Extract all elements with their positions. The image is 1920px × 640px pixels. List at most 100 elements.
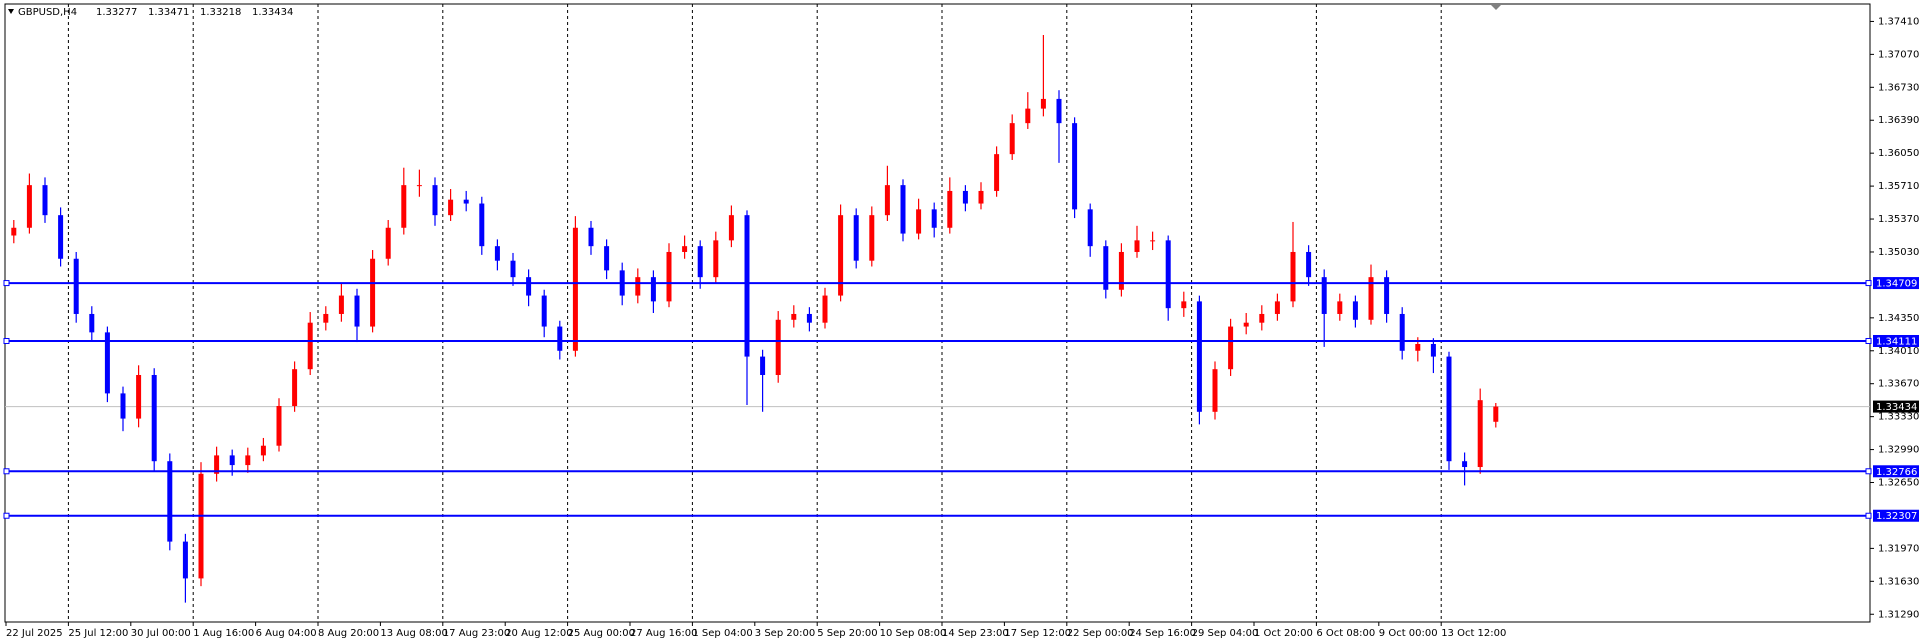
candle-body — [806, 313, 812, 323]
candle-body — [42, 185, 48, 216]
level-handle — [1865, 280, 1872, 287]
y-tick-label: 1.36390 — [1878, 115, 1919, 126]
candle-body — [1118, 251, 1124, 290]
candle-body — [448, 199, 454, 216]
y-tick-label: 1.34350 — [1878, 313, 1919, 324]
candle-body — [900, 185, 906, 234]
candle-body — [1181, 301, 1187, 309]
level-handle — [1865, 337, 1872, 344]
header-icon — [8, 9, 14, 14]
candle-body — [1493, 406, 1499, 422]
level-handle — [3, 280, 10, 287]
candle-body — [947, 190, 953, 228]
x-tick-label: 24 Sep 16:00 — [1129, 628, 1196, 639]
candle-body — [229, 455, 235, 466]
x-tick-label: 1 Oct 20:00 — [1254, 628, 1313, 639]
candle-body — [1415, 343, 1421, 351]
candle-body — [650, 277, 656, 302]
candle-body — [962, 190, 968, 204]
candle-body — [1337, 301, 1343, 314]
y-tick-label: 1.31630 — [1878, 576, 1919, 587]
y-tick-label: 1.37410 — [1878, 16, 1919, 27]
x-tick-label: 17 Aug 23:00 — [443, 628, 510, 639]
candle-body — [1196, 301, 1202, 412]
candle-body — [167, 461, 173, 542]
shift-marker — [1491, 5, 1501, 10]
y-tick-label: 1.32990 — [1878, 445, 1919, 456]
candle-body — [1040, 98, 1046, 109]
x-tick-label: 10 Sep 08:00 — [880, 628, 947, 639]
y-tick-label: 1.33330 — [1878, 412, 1919, 423]
x-tick-label: 13 Aug 08:00 — [380, 628, 447, 639]
candle-body — [1290, 251, 1296, 302]
candle-body — [791, 313, 797, 320]
current-price-label: 1.33434 — [1876, 402, 1917, 413]
candle-body — [182, 541, 188, 579]
candle-body — [89, 313, 95, 333]
y-tick-label: 1.35710 — [1878, 181, 1919, 192]
y-tick-label: 1.34010 — [1878, 346, 1919, 357]
level-label: 1.34111 — [1876, 336, 1917, 347]
candle-body — [869, 215, 875, 261]
x-tick-label: 22 Sep 00:00 — [1067, 628, 1134, 639]
candle-body — [416, 185, 422, 187]
candle-body — [245, 455, 251, 466]
header-low: 1.33218 — [200, 7, 241, 18]
header-close: 1.33434 — [252, 7, 293, 18]
x-tick-label: 20 Aug 12:00 — [505, 628, 572, 639]
candle-body — [510, 260, 516, 278]
level-label-box — [1873, 509, 1919, 522]
level-label: 1.34709 — [1876, 279, 1917, 290]
level-label: 1.32766 — [1876, 467, 1917, 478]
candle-body — [432, 185, 438, 216]
candle-body — [1009, 123, 1015, 155]
y-tick-label: 1.33670 — [1878, 379, 1919, 390]
candle-body — [1446, 356, 1452, 462]
candle-body — [557, 326, 563, 351]
y-tick-label: 1.36730 — [1878, 82, 1919, 93]
candle-body — [338, 295, 344, 314]
candle-body — [136, 374, 142, 419]
candle-body — [838, 215, 844, 296]
candle-body — [11, 227, 17, 236]
candle-body — [1165, 240, 1171, 309]
candle-body — [1477, 400, 1483, 468]
x-tick-label: 1 Sep 04:00 — [692, 628, 752, 639]
x-tick-label: 6 Oct 08:00 — [1316, 628, 1375, 639]
candle-body — [728, 215, 734, 241]
level-label-box — [1873, 334, 1919, 347]
candle-body — [1056, 98, 1062, 124]
candle-body — [775, 319, 781, 375]
x-tick-label: 14 Sep 23:00 — [942, 628, 1009, 639]
candle-body — [1103, 246, 1109, 290]
y-tick-label: 1.36050 — [1878, 148, 1919, 159]
candle-body — [385, 227, 391, 259]
candle-body — [1274, 301, 1280, 314]
x-tick-label: 29 Sep 04:00 — [1192, 628, 1259, 639]
level-handle — [3, 337, 10, 344]
candle-body — [214, 455, 220, 474]
candle-body — [588, 227, 594, 247]
candle-body — [994, 154, 1000, 191]
candle-body — [1087, 209, 1093, 247]
candle-body — [1399, 313, 1405, 351]
current-price-box — [1873, 400, 1919, 413]
candle-body — [541, 295, 547, 327]
candle-body — [370, 258, 376, 327]
candle-body — [1259, 313, 1265, 323]
level-label: 1.32307 — [1876, 511, 1917, 522]
candle-body — [1072, 123, 1078, 210]
x-tick-label: 8 Aug 20:00 — [318, 628, 379, 639]
x-tick-label: 17 Sep 12:00 — [1004, 628, 1071, 639]
candle-body — [666, 251, 672, 302]
candle-body — [697, 246, 703, 278]
candle-body — [1134, 240, 1140, 252]
y-tick-label: 1.31290 — [1878, 609, 1919, 620]
candle-body — [572, 227, 578, 351]
level-handle — [1865, 512, 1872, 519]
y-tick-label: 1.35370 — [1878, 214, 1919, 225]
candle-body — [151, 374, 157, 462]
symbol-label: GBPUSD,H4 — [18, 7, 77, 18]
